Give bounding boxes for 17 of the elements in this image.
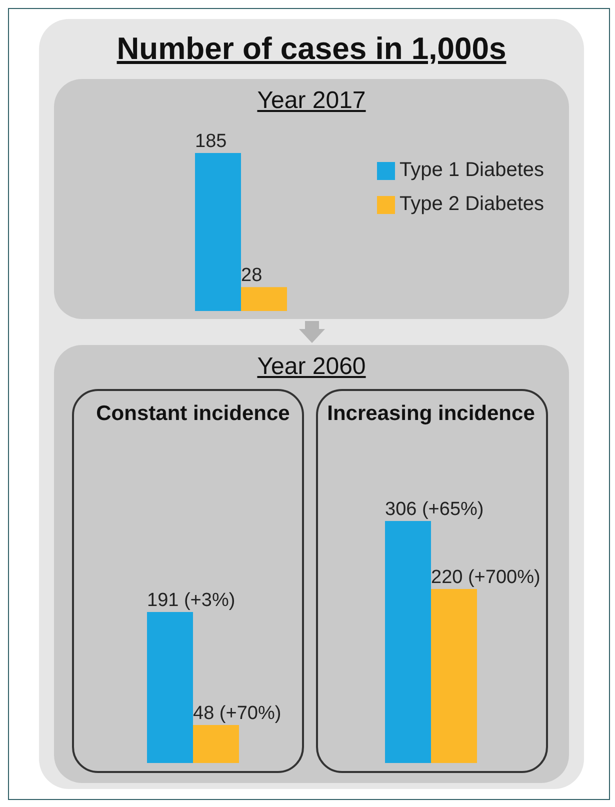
chart-title: Number of cases in 1,000s	[116, 31, 508, 67]
bar	[193, 725, 239, 763]
data-label: 48 (+70%)	[193, 703, 282, 724]
data-label: 191 (+3%)	[147, 590, 236, 611]
data-label: 28	[241, 265, 262, 286]
legend-label: Type 1 Diabetes	[399, 159, 544, 181]
chart-title: Year 2060	[256, 353, 367, 381]
bar	[385, 521, 431, 763]
bar	[147, 612, 193, 763]
x-tick-label: Increasing incidence	[327, 402, 535, 425]
chart-subtitle: Year 2017	[256, 87, 367, 115]
legend-label: Type 2 Diabetes	[399, 193, 544, 215]
data-label: 185	[195, 131, 227, 152]
data-label: 220 (+700%)	[431, 567, 540, 588]
bar	[431, 589, 477, 763]
data-label: 306 (+65%)	[385, 499, 484, 520]
x-tick-label: Constant incidence	[96, 402, 290, 425]
